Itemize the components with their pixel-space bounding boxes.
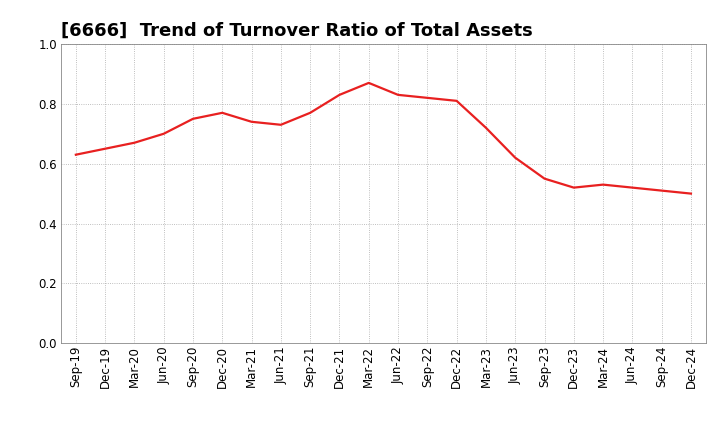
Text: [6666]  Trend of Turnover Ratio of Total Assets: [6666] Trend of Turnover Ratio of Total … <box>61 22 533 40</box>
